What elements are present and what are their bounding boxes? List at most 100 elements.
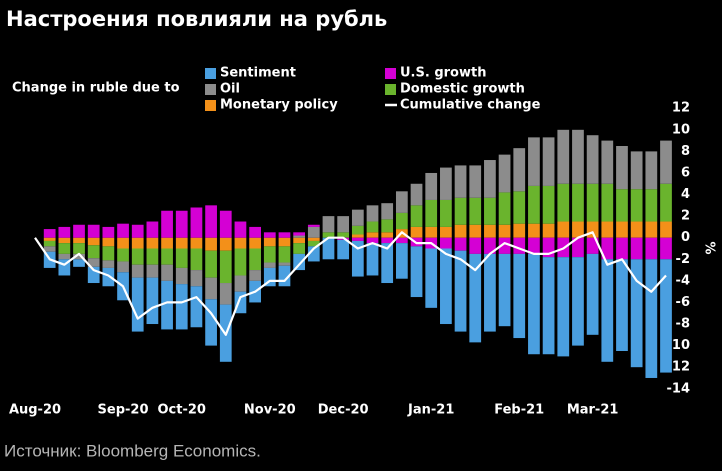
bar [660, 183, 672, 222]
bar [572, 129, 584, 184]
bar [440, 237, 452, 249]
bar [513, 148, 526, 192]
bar [175, 237, 188, 249]
bar [572, 257, 584, 346]
bar [410, 205, 423, 227]
y-tick-label: -12 [667, 360, 691, 375]
bar [307, 226, 320, 238]
bar [454, 165, 467, 198]
bar [381, 203, 394, 220]
bar [190, 207, 203, 238]
bar [322, 237, 335, 260]
bar [219, 283, 232, 305]
bar [293, 253, 306, 271]
bar [175, 267, 188, 285]
bar [498, 237, 511, 254]
legend-label: U.S. growth [400, 66, 486, 81]
x-tick-label: Feb-21 [494, 403, 544, 418]
bar [43, 246, 56, 252]
bar [425, 226, 438, 238]
bar [498, 253, 511, 327]
bar [175, 210, 188, 238]
bar [190, 248, 203, 271]
y-unit: % [702, 241, 717, 254]
bar [293, 232, 306, 236]
bar [469, 165, 482, 198]
bar [572, 237, 584, 258]
bar [175, 284, 188, 330]
bar [87, 245, 100, 259]
bar [351, 234, 364, 238]
legend-swatch [205, 84, 216, 95]
x-tick-label: Mar-21 [567, 403, 619, 418]
y-tick-label: -8 [676, 317, 690, 332]
bar [601, 221, 614, 238]
bar [263, 267, 276, 287]
bar [102, 237, 115, 247]
bar [484, 224, 496, 238]
bar [43, 240, 56, 247]
bar [454, 250, 467, 332]
bar [146, 221, 159, 238]
y-tick-label: -6 [676, 295, 690, 310]
bar [249, 226, 261, 238]
bar [146, 277, 159, 325]
bar [366, 237, 379, 244]
bar [586, 237, 599, 254]
legend-title: Change in ruble due to [12, 81, 180, 96]
bar [484, 197, 496, 225]
x-tick-label: Jan-21 [407, 403, 454, 418]
y-tick-label: -14 [667, 381, 691, 396]
y-tick-label: -2 [676, 252, 690, 267]
bar [660, 237, 672, 260]
bar [131, 237, 144, 249]
bar [630, 237, 643, 260]
x-tick-label: Nov-20 [244, 403, 296, 418]
cumulative-line [34, 231, 667, 336]
y-tick-label: -4 [676, 273, 690, 288]
bar [307, 240, 320, 247]
bar [205, 250, 217, 278]
bar [161, 248, 173, 265]
bar [528, 253, 540, 355]
bar [425, 172, 438, 200]
y-tick-label: 2 [681, 209, 690, 224]
bar [469, 197, 482, 225]
bar [117, 248, 129, 262]
bar [645, 221, 658, 238]
bar [234, 248, 247, 276]
bar [263, 262, 276, 268]
bar [542, 237, 555, 258]
y-tick-label: 10 [672, 122, 690, 137]
bar [73, 243, 85, 254]
bar [293, 237, 306, 244]
legend-swatch [205, 68, 216, 79]
bar [440, 248, 452, 325]
legend-swatch [385, 84, 396, 95]
bar [660, 140, 672, 184]
bar [395, 212, 408, 230]
bar [351, 225, 364, 235]
bar [586, 135, 599, 184]
bar [395, 243, 408, 279]
bar [102, 260, 115, 268]
bar [425, 248, 438, 308]
bar [190, 237, 203, 249]
bar [601, 259, 614, 362]
legend-swatch [205, 100, 216, 111]
bar [337, 216, 350, 233]
bar [469, 237, 482, 254]
bar [484, 160, 496, 198]
bar [117, 237, 129, 249]
bar [381, 243, 394, 284]
bar [73, 224, 85, 238]
bar [557, 221, 570, 238]
bar [469, 253, 482, 343]
bar [395, 237, 408, 244]
bar [351, 209, 364, 226]
bar [542, 257, 555, 355]
bar [43, 237, 56, 241]
bar [322, 232, 335, 238]
bar [278, 246, 291, 263]
bar [322, 216, 335, 233]
